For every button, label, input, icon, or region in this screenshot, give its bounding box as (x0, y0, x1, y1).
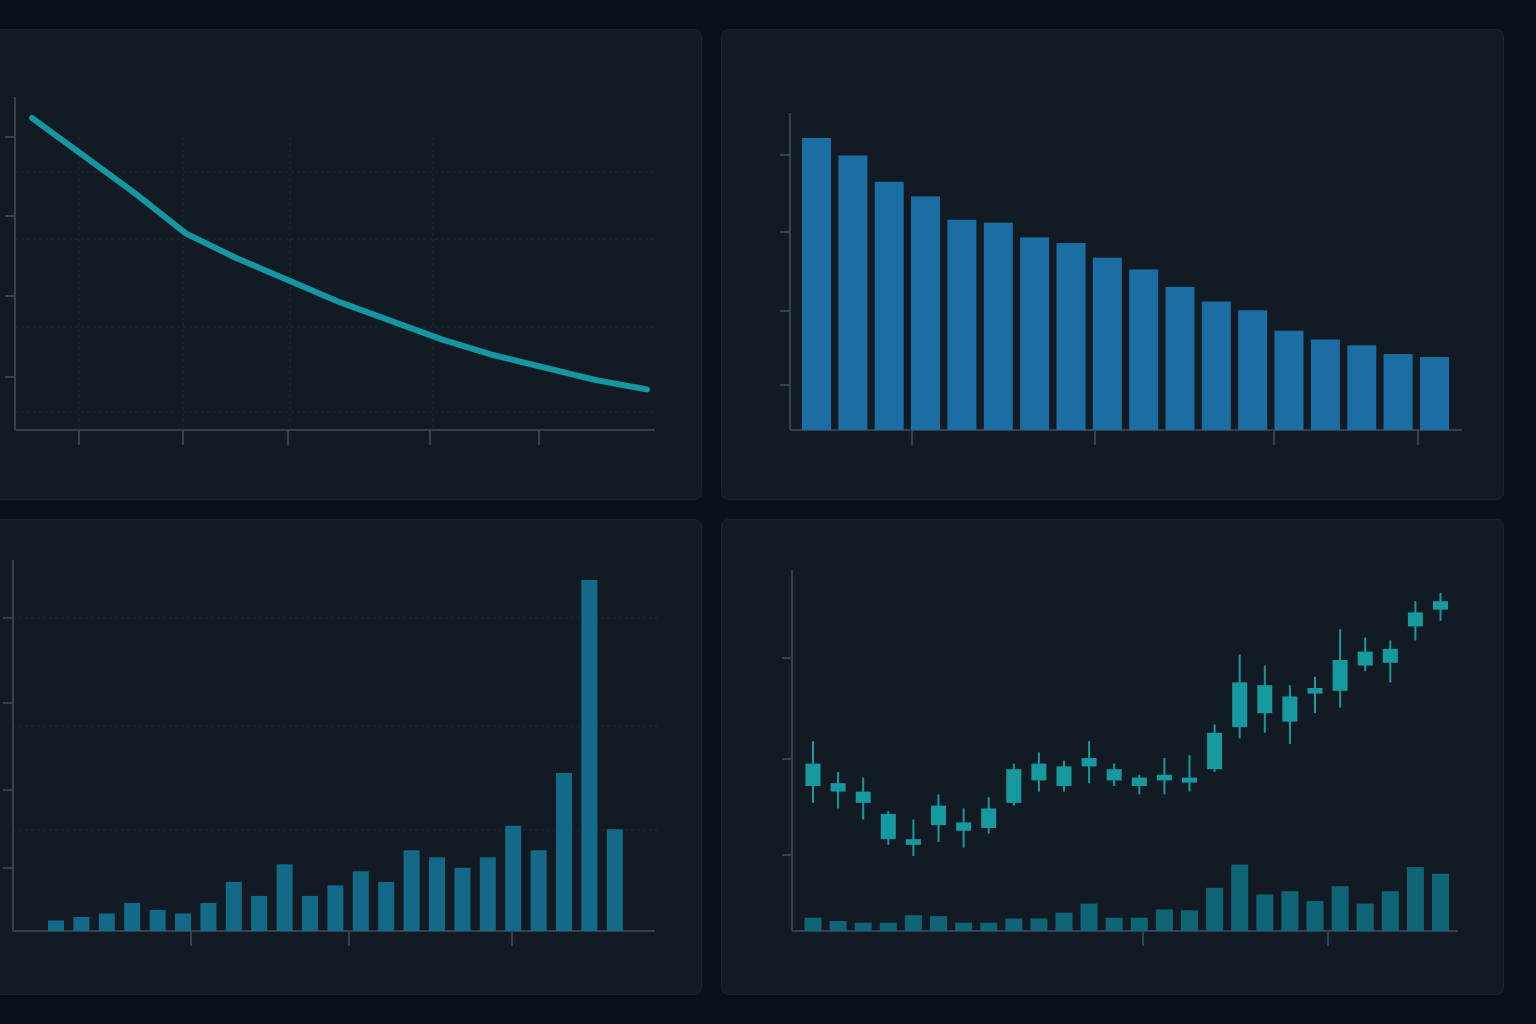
candle-body (956, 822, 972, 831)
spike-chart-bar (479, 857, 496, 931)
spike-chart-bar (530, 850, 547, 931)
volume-bar (1381, 891, 1399, 931)
volume-bar (1055, 912, 1073, 931)
volume-bar (1155, 909, 1173, 931)
candle-body (1232, 682, 1248, 728)
candle-body (1257, 685, 1273, 714)
spike-chart-bar (302, 895, 318, 931)
volume-bar (1281, 891, 1299, 931)
candle-body (1131, 777, 1147, 786)
volume-bar (1356, 903, 1374, 931)
bar-chart-bar (911, 196, 940, 430)
bar-chart-bar (838, 155, 868, 430)
candle-body (1006, 769, 1022, 803)
volume-bar (955, 922, 973, 931)
candle-body (1407, 612, 1423, 627)
volume-bar (1406, 867, 1424, 931)
bar-chart-bar (983, 222, 1013, 430)
candle-body (1207, 732, 1223, 770)
volume-bar (1432, 873, 1449, 931)
candle-body (1182, 777, 1197, 783)
spike-chart-bar (48, 920, 64, 931)
bar-chart-bar (1201, 301, 1231, 430)
candle-body (1433, 601, 1448, 610)
candle-body (1357, 651, 1373, 666)
spike-chart-bar (124, 902, 141, 931)
spike-chart-bar (149, 909, 166, 931)
volume-bar (1130, 917, 1148, 931)
candle-body (1307, 688, 1323, 694)
line-chart-series-line (29, 115, 650, 393)
volume-bar (930, 916, 947, 931)
candle-body (880, 814, 896, 840)
spike-chart-bar (556, 773, 572, 931)
candle-body (1332, 660, 1348, 691)
volume-bar (1030, 918, 1048, 931)
bar-chart-bar (1129, 269, 1159, 430)
candle-body (1031, 763, 1047, 781)
bar-chart-bar (1347, 345, 1377, 430)
volume-bar (1231, 864, 1249, 931)
volume-bar (879, 922, 897, 931)
volume-bar (829, 921, 847, 931)
spike-chart-bar (251, 895, 268, 931)
volume-bar (980, 922, 998, 931)
spike-chart-bar (327, 885, 344, 931)
bar-chart-bar (1310, 339, 1340, 430)
candle-body (931, 805, 946, 826)
bar-chart-bar (874, 181, 904, 430)
spike-chart-bar (378, 881, 395, 931)
candle-body (1382, 648, 1398, 663)
volume-bar (1206, 887, 1224, 931)
spike-chart-bar (403, 850, 420, 931)
volume-bar (1331, 886, 1349, 931)
line-chart-panel (0, 29, 702, 500)
bar-chart-bar (1238, 310, 1268, 430)
spike-chart-bar (505, 825, 522, 931)
volume-bar (1306, 901, 1324, 931)
bar-chart-bar (1092, 257, 1122, 430)
volume-bar (1256, 894, 1274, 931)
volume-bar (1105, 917, 1123, 931)
bar-chart-bar (1020, 237, 1050, 430)
candle-body (1282, 696, 1298, 722)
bar-chart-bar (1165, 286, 1195, 430)
spike-chart-bar (200, 902, 217, 931)
volume-bar (1005, 918, 1023, 931)
volume-bar (1181, 910, 1198, 932)
bar-chart-bar (802, 138, 831, 430)
candle-body (1081, 758, 1097, 767)
candle-body (981, 808, 997, 828)
volume-bar (804, 917, 822, 931)
candle-body (830, 783, 846, 792)
bar-chart-bar (1420, 357, 1449, 430)
spike-chart-bar (73, 917, 90, 931)
candle-body (1156, 774, 1172, 781)
spike-chart-bar (352, 871, 369, 931)
spike-chart-bar (175, 913, 191, 932)
volume-bar (854, 922, 872, 931)
bar-chart-bar (947, 219, 977, 430)
spike-chart-bar (606, 829, 623, 931)
volume-bar (1080, 903, 1098, 931)
candle-body (1056, 766, 1072, 786)
volume-bar (904, 915, 922, 931)
spike-chart-bar (225, 881, 242, 931)
candle-body (1106, 769, 1122, 781)
candle-body (905, 839, 921, 845)
bar-chart-bar (1056, 243, 1086, 430)
spike-chart-bar (454, 867, 471, 931)
spike-chart-bar (581, 580, 598, 931)
candle-body (805, 763, 821, 786)
spike-chart-bar (98, 913, 115, 932)
bar-chart-bar (1274, 330, 1304, 430)
candle-body (855, 791, 871, 803)
bar-chart-bar (1383, 354, 1413, 430)
spike-chart-bar (429, 857, 445, 931)
spike-chart-bar (276, 864, 293, 931)
